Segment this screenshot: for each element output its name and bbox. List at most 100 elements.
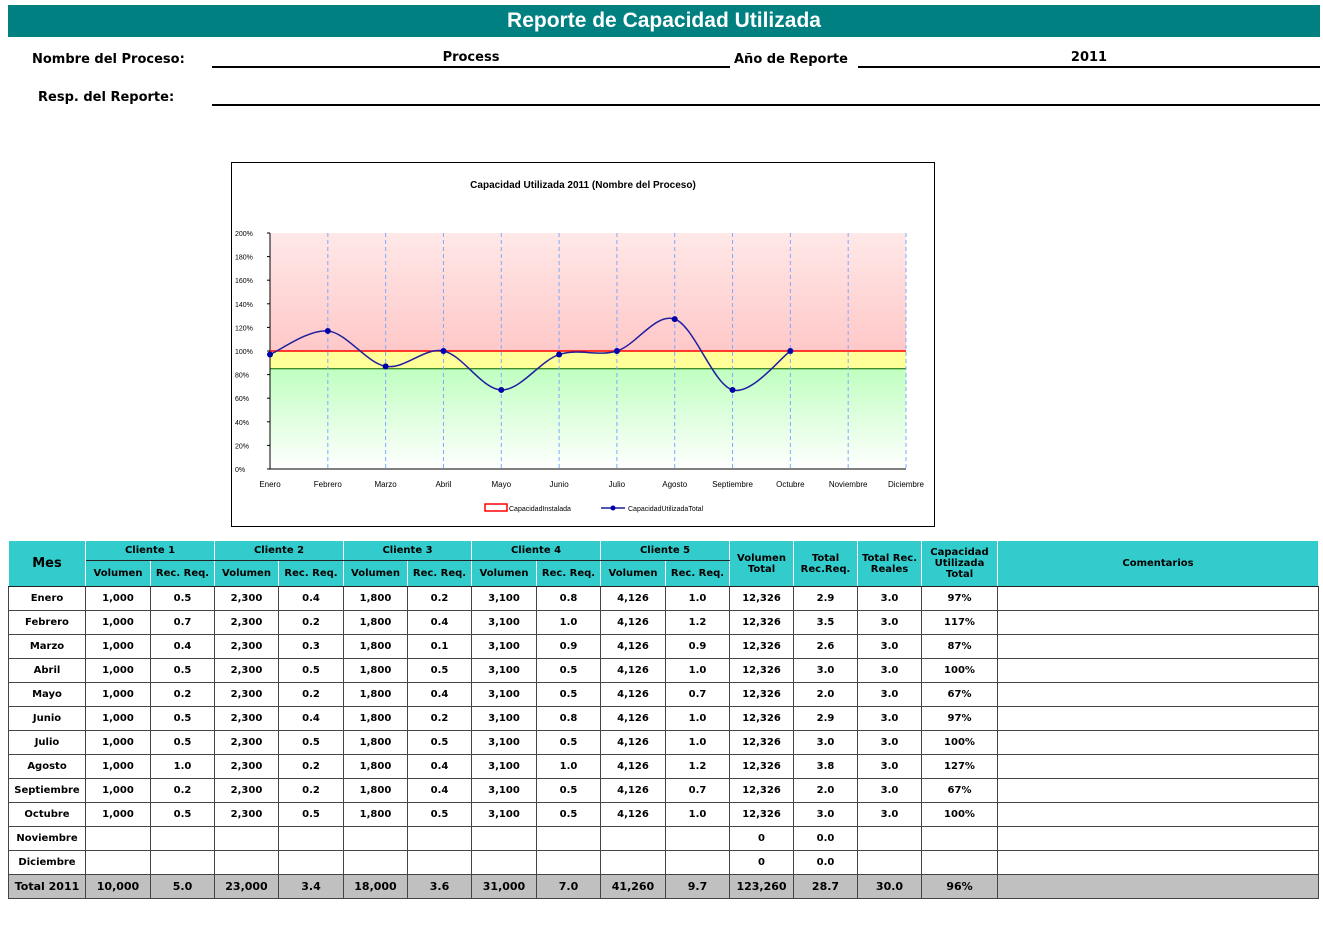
- cell: 0.5: [278, 730, 344, 755]
- cell: 2,300: [214, 634, 279, 659]
- header-cell: Rec. Req.: [665, 560, 730, 587]
- cell: [471, 826, 537, 851]
- header-cell: Total Rec.Req.: [793, 540, 858, 587]
- cell: 31,000: [471, 874, 537, 899]
- cell: Mayo: [8, 682, 86, 707]
- usage-point: [671, 316, 678, 323]
- cell: 0.5: [536, 682, 601, 707]
- row: Octubre 1,000 0.5 2,300 0.5 1,800 0.5 3,100 0.5 4…: [8, 802, 1319, 827]
- cell: 3,100: [471, 610, 537, 635]
- cell: 2.0: [793, 778, 858, 803]
- row: Diciembre 0 0.0: [8, 850, 1319, 875]
- y-tick-label: 20%: [235, 443, 249, 450]
- row: Volumen Rec. Req. Volumen Rec. Req. Volumen R…: [9, 560, 1319, 587]
- band: [270, 233, 906, 351]
- cell: 1,000: [85, 754, 151, 779]
- cell: 2,300: [214, 586, 279, 611]
- cell: Total 2011: [8, 874, 86, 899]
- x-tick-label: Febrero: [314, 480, 343, 489]
- cell: 12,326: [729, 658, 794, 683]
- cell: 0.2: [150, 682, 215, 707]
- cell: [997, 802, 1319, 827]
- cell: [921, 826, 998, 851]
- cell: [997, 778, 1319, 803]
- header-cell: Rec. Req.: [536, 560, 601, 587]
- cell: [665, 850, 730, 875]
- header-cell: Cliente 1: [85, 540, 215, 561]
- cell: [997, 634, 1319, 659]
- resp-label: Resp. del Reporte:: [38, 90, 175, 105]
- cell: 1.2: [665, 754, 730, 779]
- cell: 18,000: [343, 874, 408, 899]
- cell: 0.0: [793, 850, 858, 875]
- cell: 5.0: [150, 874, 215, 899]
- cell: 2,300: [214, 610, 279, 635]
- cell: 0.4: [407, 610, 472, 635]
- cell: 0.2: [150, 778, 215, 803]
- cell: [600, 850, 666, 875]
- cell: 100%: [921, 730, 998, 755]
- cell: [997, 682, 1319, 707]
- cell: 3.0: [857, 706, 922, 731]
- y-tick-label: 140%: [235, 302, 253, 309]
- cell: [536, 826, 601, 851]
- cell: 3.0: [857, 802, 922, 827]
- chart-title: Capacidad Utilizada 2011 (Nombre del Pro…: [470, 180, 696, 191]
- usage-point: [613, 348, 620, 354]
- cell: 1,800: [343, 658, 408, 683]
- cell: 0.7: [665, 778, 730, 803]
- cell: 67%: [921, 778, 998, 803]
- cell: 0.3: [278, 634, 344, 659]
- usage-point: [267, 351, 273, 358]
- cell: 1,000: [85, 706, 151, 731]
- cell: 1.2: [665, 610, 730, 635]
- cell: 67%: [921, 682, 998, 707]
- band: [270, 351, 906, 369]
- cell: [921, 850, 998, 875]
- header-cell: Cliente 5: [600, 540, 730, 561]
- usage-point: [324, 327, 331, 334]
- cell: [997, 850, 1319, 875]
- cell: 2,300: [214, 682, 279, 707]
- cell: Septiembre: [8, 778, 86, 803]
- cell: 12,326: [729, 778, 794, 803]
- cell: 127%: [921, 754, 998, 779]
- cell: 1,000: [85, 610, 151, 635]
- cell: 0.5: [278, 802, 344, 827]
- row: Total 2011 10,000 5.0 23,000 3.4 18,000 3.6 31,…: [8, 874, 1319, 899]
- cell: 3.0: [857, 634, 922, 659]
- process-label: Nombre del Proceso:: [32, 52, 185, 67]
- cell: 4,126: [600, 682, 666, 707]
- cell: 0.4: [150, 634, 215, 659]
- x-tick-label: Enero: [259, 480, 281, 489]
- cell: 2.9: [793, 586, 858, 611]
- cell: 1,800: [343, 730, 408, 755]
- cell: [997, 586, 1319, 611]
- cell: 0.2: [407, 706, 472, 731]
- cell: 12,326: [729, 682, 794, 707]
- row: Abril 1,000 0.5 2,300 0.5 1,800 0.5 3,100 0.5 4,1…: [8, 658, 1319, 683]
- cell: [997, 826, 1319, 851]
- cell: [278, 826, 344, 851]
- cell: 1,800: [343, 610, 408, 635]
- header-cell: Total Rec. Reales: [857, 540, 922, 587]
- cell: 41,260: [600, 874, 666, 899]
- cell: 4,126: [600, 754, 666, 779]
- legend-label: CapacidadUtilizadaTotal: [628, 506, 704, 513]
- cell: 0.2: [278, 610, 344, 635]
- y-tick-label: 200%: [235, 231, 253, 238]
- x-tick-label: Agosto: [662, 480, 687, 489]
- cell: 4,126: [600, 634, 666, 659]
- cell: 0.4: [407, 778, 472, 803]
- cell: 0.8: [536, 706, 601, 731]
- cell: 0.7: [150, 610, 215, 635]
- cell: [857, 826, 922, 851]
- cell: 1,800: [343, 754, 408, 779]
- cell: 3.0: [793, 802, 858, 827]
- header-cell: Volumen: [214, 560, 279, 587]
- cell: 100%: [921, 802, 998, 827]
- cell: [407, 826, 472, 851]
- report-title: Reporte de Capacidad Utilizada: [8, 5, 1320, 37]
- cell: [278, 850, 344, 875]
- cell: 3,100: [471, 754, 537, 779]
